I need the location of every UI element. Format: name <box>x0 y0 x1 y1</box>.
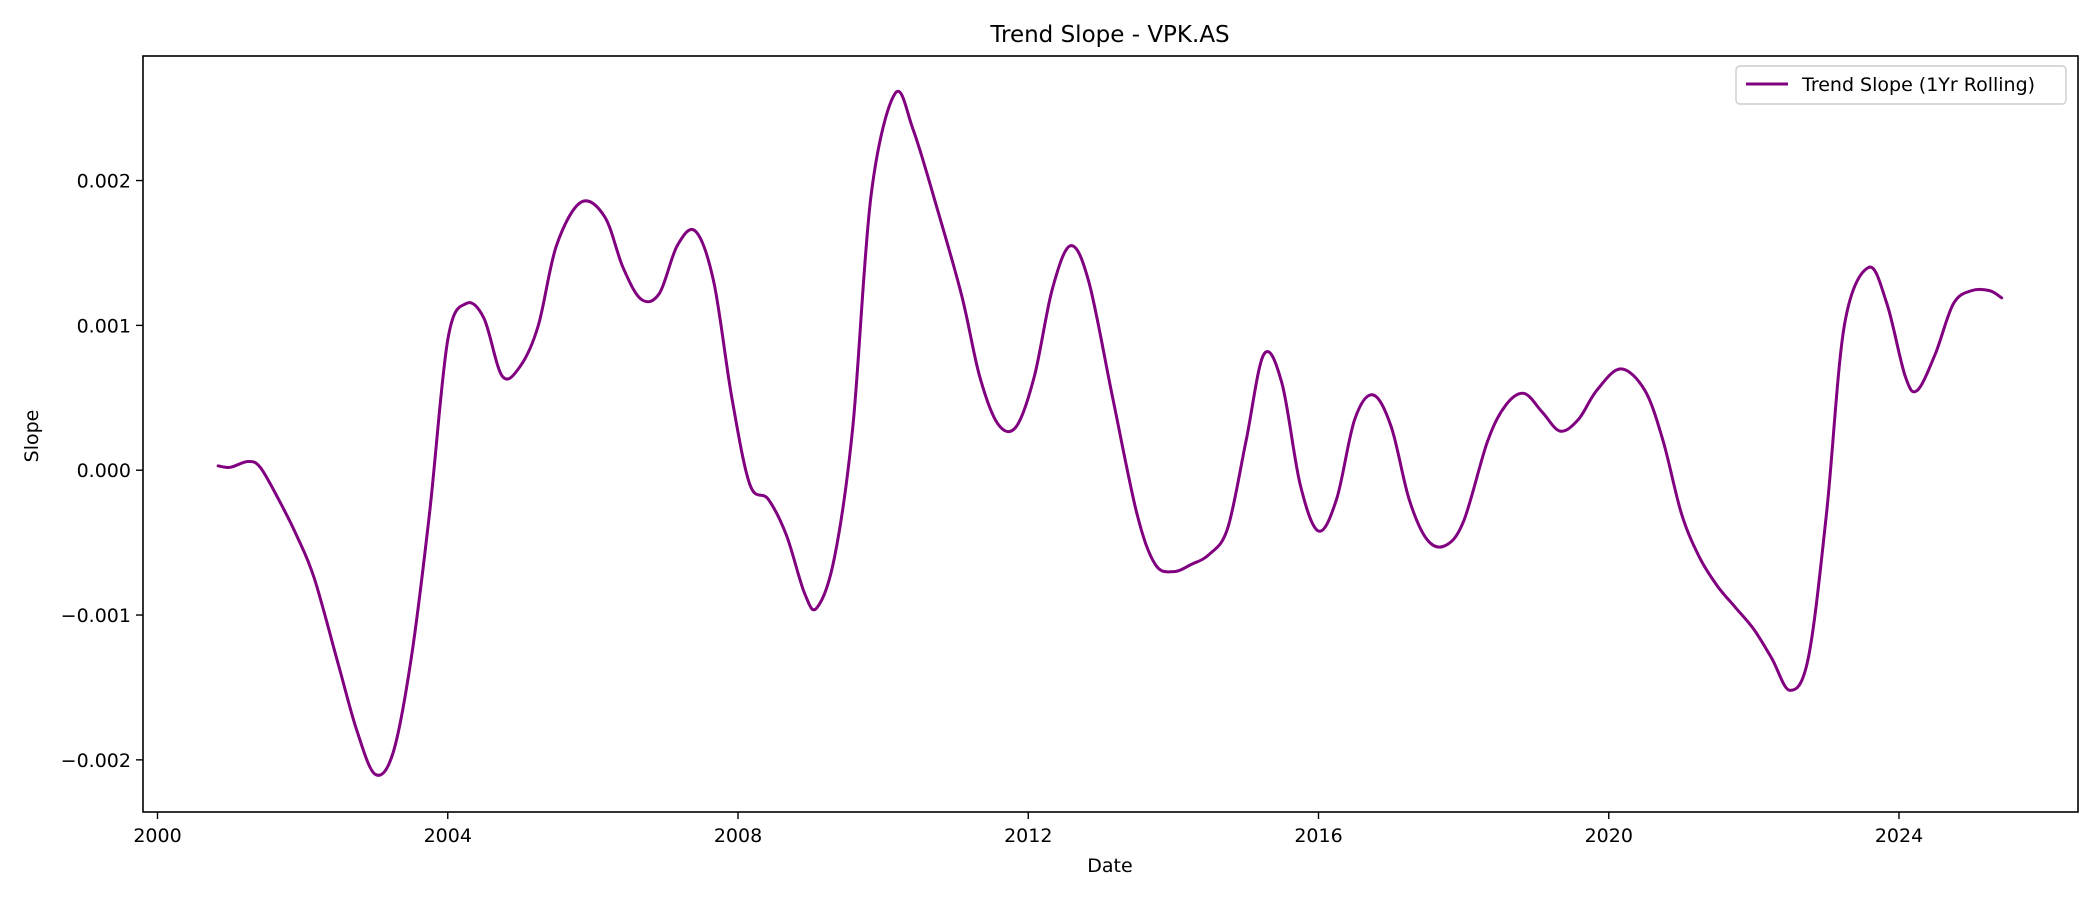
legend-box <box>1735 65 2067 105</box>
chart-title: Trend Slope - VPK.AS <box>989 22 1229 48</box>
y-axis-title: Slope <box>21 410 43 463</box>
x-tick-label: 2024 <box>1875 825 1923 847</box>
y-axis-ticks: −0.002 −0.001 0.000 0.001 0.002 <box>61 171 143 772</box>
y-tick-label: 0.001 <box>77 315 131 337</box>
x-axis-ticks: 2000 2004 2008 2012 2016 2020 2024 <box>133 812 1923 847</box>
legend-label-trend-slope: Trend Slope (1Yr Rolling) <box>1801 74 2035 96</box>
x-tick-label: 2008 <box>714 825 762 847</box>
x-tick-label: 2012 <box>1004 825 1052 847</box>
y-tick-label: 0.002 <box>77 171 131 193</box>
y-tick-label: 0.000 <box>77 460 131 482</box>
plot-area <box>142 55 2079 813</box>
x-tick-label: 2016 <box>1294 825 1342 847</box>
x-tick-label: 2004 <box>424 825 472 847</box>
legend: Trend Slope (1Yr Rolling) <box>1735 65 2067 105</box>
x-axis-title: Date <box>1087 855 1132 877</box>
plot-frame <box>142 55 2079 813</box>
x-tick-label: 2000 <box>133 825 181 847</box>
y-tick-label: −0.002 <box>61 750 131 772</box>
series-line-trend-slope <box>216 89 2004 777</box>
y-tick-label: −0.001 <box>61 605 131 627</box>
x-tick-label: 2020 <box>1585 825 1633 847</box>
